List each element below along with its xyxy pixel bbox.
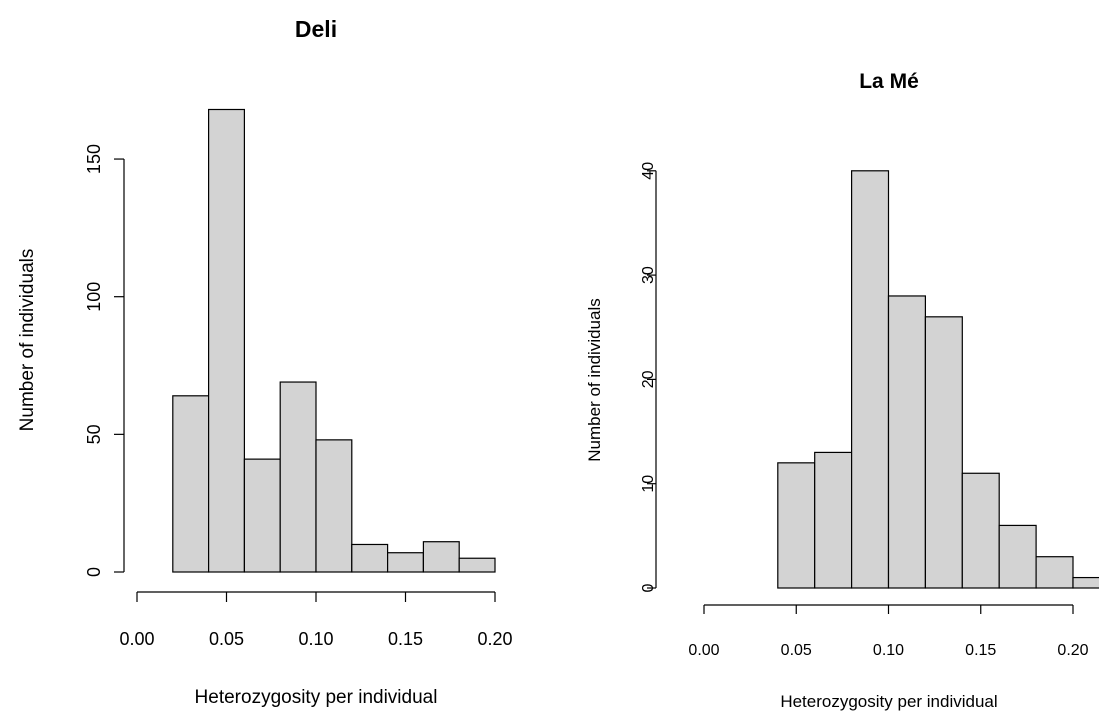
x-tick-label: 0.05 <box>781 642 812 659</box>
histogram-bar <box>814 451 853 589</box>
x-axis-deli: 0.00 0.05 0.10 0.15 0.20 <box>119 591 513 649</box>
x-tick-label: 0.15 <box>965 642 996 659</box>
histogram-bar <box>777 462 816 589</box>
y-axis-la-me: 0 10 20 30 40 <box>640 162 657 593</box>
y-axis-deli: 0 50 100 150 <box>84 144 125 577</box>
histogram-bar <box>243 458 281 573</box>
y-tick-label: 100 <box>84 282 104 312</box>
x-tick-label: 0.20 <box>477 629 512 649</box>
histogram-la-me: La Mé Heterozygosity per individual Numb… <box>585 70 1099 711</box>
chart-title-la-me: La Mé <box>859 70 919 93</box>
y-tick-label: 40 <box>640 162 657 180</box>
x-axis-label-la-me: Heterozygosity per individual <box>780 692 997 711</box>
x-tick-label: 0.00 <box>119 629 154 649</box>
y-tick-label: 30 <box>640 266 657 284</box>
x-tick-label: 0.10 <box>873 642 904 659</box>
y-axis-label-la-me: Number of individuals <box>585 298 604 461</box>
histogram-deli: Deli Heterozygosity per individual Numbe… <box>17 16 513 708</box>
histogram-bar <box>458 557 496 573</box>
x-tick-label: 0.15 <box>388 629 423 649</box>
histogram-bar <box>279 381 317 573</box>
histogram-bar <box>998 524 1037 589</box>
y-tick-label: 0 <box>640 583 657 592</box>
y-tick-label: 50 <box>84 424 104 444</box>
histogram-bar <box>208 108 246 573</box>
histogram-bar <box>961 472 1000 589</box>
x-axis-la-me: 0.00 0.05 0.10 0.15 0.20 <box>688 604 1089 659</box>
histogram-bar <box>1035 556 1074 589</box>
x-tick-label: 0.00 <box>688 642 719 659</box>
y-tick-label: 0 <box>84 567 104 577</box>
bars-la-me <box>777 170 1099 589</box>
chart-title-deli: Deli <box>295 16 337 42</box>
histogram-bar <box>422 541 460 573</box>
histogram-bar <box>315 439 353 573</box>
x-axis-label-deli: Heterozygosity per individual <box>195 687 438 708</box>
histogram-bar <box>172 395 210 573</box>
histogram-bar <box>387 552 425 573</box>
bars-deli <box>172 108 496 573</box>
x-tick-label: 0.05 <box>209 629 244 649</box>
y-tick-label: 150 <box>84 144 104 174</box>
histogram-bar <box>887 295 927 589</box>
histogram-bar <box>924 316 963 589</box>
y-tick-label: 10 <box>640 475 657 493</box>
x-tick-label: 0.10 <box>298 629 333 649</box>
histogram-bar <box>850 170 890 589</box>
y-axis-label-deli: Number of individuals <box>17 249 38 432</box>
y-tick-label: 20 <box>640 370 657 388</box>
x-tick-label: 0.20 <box>1057 642 1088 659</box>
histogram-bar <box>351 543 389 573</box>
histogram-bar <box>1072 576 1099 589</box>
